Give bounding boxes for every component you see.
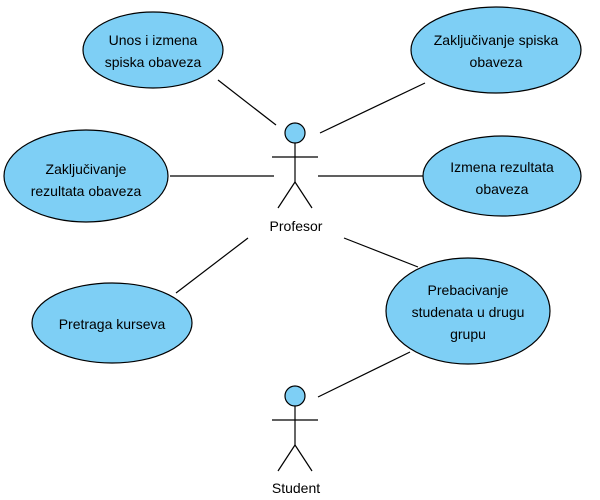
assoc-profesor-unos-izmena (217, 79, 277, 126)
assoc-profesor-zakljucivanje-spiska (319, 82, 426, 134)
assoc-profesor-pretraga-kurseva (175, 237, 249, 294)
actor-student-right-leg (294, 444, 313, 472)
use-case-pretraga-kurseva-line-1: Pretraga kurseva (59, 316, 166, 332)
use-case-zakljucivanje-spiska-line-2: obaveza (470, 54, 523, 70)
use-case-izmena-rezultata-line-2: obaveza (476, 181, 529, 197)
use-case-pretraga-kurseva[interactable]: Pretraga kurseva (31, 282, 193, 364)
use-case-zakljucivanje-spiska-shape (410, 6, 582, 94)
use-case-zakljucivanje-spiska[interactable]: Zaključivanje spiska obaveza (410, 6, 582, 94)
actor-student-label: Student (272, 480, 320, 496)
use-case-prebacivanje-line-2: studenata u drugu (412, 304, 525, 320)
actor-student-left-leg (277, 444, 296, 472)
use-case-unos-izmena-line-2: spiska obaveza (105, 54, 202, 70)
actor-profesor-right-leg (294, 181, 313, 209)
actor-student[interactable]: Student (272, 385, 320, 496)
assoc-student-prebacivanje (317, 351, 411, 398)
use-case-izmena-rezultata[interactable]: Izmena rezultata obaveza (422, 135, 582, 217)
use-case-prebacivanje-line-3: grupu (450, 326, 486, 342)
use-case-izmena-rezultata-shape (422, 135, 582, 217)
use-case-prebacivanje-shape (385, 257, 551, 365)
use-case-unos-izmena-shape (82, 11, 224, 89)
use-case-zakljucivanje-rezultata[interactable]: Zaključivanje rezultata obaveza (3, 129, 169, 223)
use-case-prebacivanje[interactable]: Prebacivanje studenata u drugu grupu (385, 257, 551, 365)
associations (170, 79, 426, 398)
use-case-unos-izmena[interactable]: Unos i izmena spiska obaveza (82, 11, 224, 89)
actor-profesor-head (284, 122, 306, 144)
actor-profesor[interactable]: Profesor (270, 122, 323, 234)
use-case-zakljucivanje-rezultata-shape (3, 129, 169, 223)
use-case-pretraga-kurseva-shape (31, 282, 193, 364)
actor-profesor-label: Profesor (270, 218, 323, 234)
use-case-zakljucivanje-spiska-line-1: Zaključivanje spiska (434, 32, 559, 48)
actor-student-head (284, 385, 306, 407)
actor-profesor-left-leg (277, 181, 296, 209)
use-case-prebacivanje-line-1: Prebacivanje (428, 282, 509, 298)
use-case-zakljucivanje-rezultata-line-2: rezultata obaveza (31, 183, 142, 199)
assoc-profesor-prebacivanje (343, 237, 419, 268)
use-case-unos-izmena-line-1: Unos i izmena (109, 32, 198, 48)
use-case-izmena-rezultata-line-1: Izmena rezultata (450, 159, 554, 175)
use-case-zakljucivanje-rezultata-line-1: Zaključivanje (46, 161, 127, 177)
